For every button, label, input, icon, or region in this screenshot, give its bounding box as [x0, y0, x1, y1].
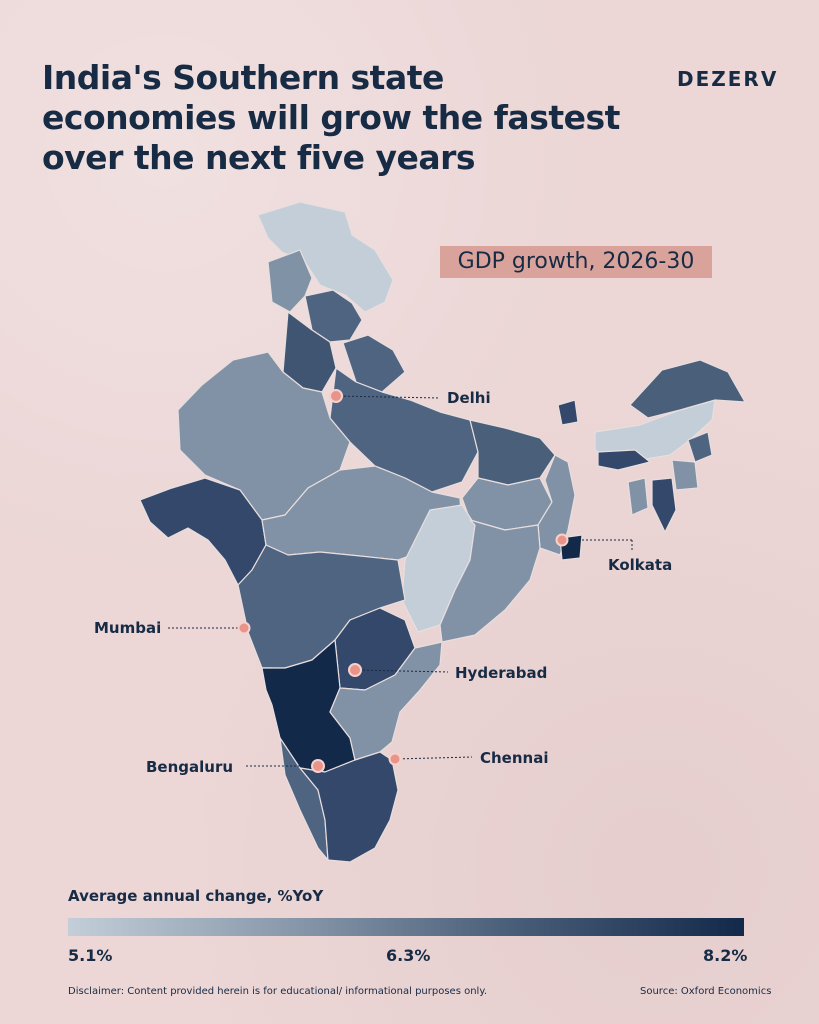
region-jammu-kashmir [257, 201, 394, 313]
chennai-leader [394, 756, 473, 760]
city-label-bengaluru: Bengaluru [146, 758, 233, 776]
hyderabad-marker [348, 663, 362, 677]
legend-color-scale [68, 918, 744, 936]
hyderabad-leader [354, 669, 449, 673]
city-label-chennai: Chennai [480, 749, 548, 767]
mumbai-marker [237, 621, 251, 635]
legend-title: Average annual change, %YoY [68, 887, 324, 905]
region-odisha [439, 519, 541, 643]
bengaluru-marker [311, 759, 325, 773]
map-subtitle-badge: GDP growth, 2026-30 [440, 246, 712, 278]
region-punjab [267, 249, 313, 313]
legend-mid-label: 6.3% [386, 946, 431, 965]
legend-min-label: 5.1% [68, 946, 113, 965]
region-nagaland [687, 431, 713, 463]
region-sikkim [557, 399, 579, 426]
region-arunachal-pradesh [629, 359, 746, 419]
legend-max-label: 8.2% [703, 946, 748, 965]
city-label-hyderabad: Hyderabad [455, 664, 547, 682]
region-andhra-pradesh [329, 641, 443, 761]
city-label-kolkata: Kolkata [608, 556, 672, 574]
brand-logo: DEZERV [677, 67, 779, 91]
disclaimer-text: Disclaimer: Content provided herein is f… [68, 986, 487, 997]
region-tamil-nadu [299, 751, 399, 863]
region-mizoram [651, 477, 677, 533]
city-label-delhi: Delhi [447, 389, 491, 407]
region-meghalaya [597, 449, 651, 471]
chennai-marker [388, 752, 402, 766]
page-title: India's Southern state economies will gr… [42, 58, 620, 177]
region-uttar-pradesh [329, 367, 479, 493]
delhi-marker [329, 389, 343, 403]
region-tripura [627, 477, 649, 516]
region-bihar [469, 419, 556, 486]
source-text: Source: Oxford Economics [640, 986, 772, 997]
kolkata-marker [555, 533, 569, 547]
region-west-bengal [537, 454, 576, 556]
delhi-leader [335, 395, 441, 399]
region-manipur [671, 459, 699, 491]
city-label-mumbai: Mumbai [94, 619, 161, 637]
